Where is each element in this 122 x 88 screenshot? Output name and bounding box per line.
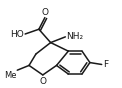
Text: HO: HO [10,29,24,39]
Text: NH₂: NH₂ [66,32,83,41]
Text: Me: Me [4,71,16,80]
Text: O: O [41,8,48,17]
Text: F: F [103,60,108,69]
Text: O: O [39,77,46,86]
